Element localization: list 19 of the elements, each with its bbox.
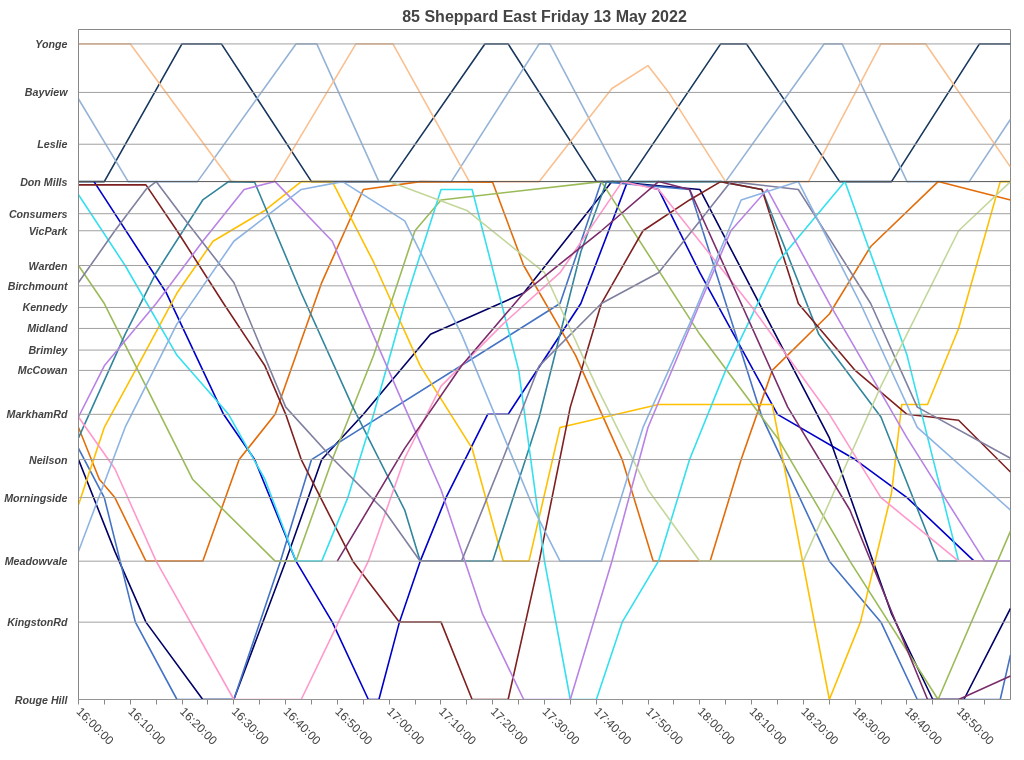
ref-line-label: Brimley [28,344,69,357]
ref-line-label: Don Mills [20,175,68,188]
ref-line-label: Midland [27,322,68,335]
ref-line-label: Consumers [8,207,68,220]
ref-line-label: Kennedy [22,301,69,314]
ref-line-label: MarkhamRd [6,408,68,421]
ref-line-label: Morningside [4,491,68,504]
ref-line-label: Neilson [29,453,68,466]
ref-line-label: Bayview [24,86,69,99]
ref-line-label: Warden [28,259,68,272]
ref-line-label: VicPark [28,224,69,237]
ref-line-label: KingstonRd [7,616,68,629]
chart-title: 85 Sheppard East Friday 13 May 2022 [402,7,687,25]
ref-line-label: Meadowvale [4,555,68,568]
ref-line-label: Rouge Hill [14,693,69,706]
ref-line-label: Leslie [37,138,68,151]
ref-line-label: Birchmount [7,279,68,292]
ref-line-label: McCowan [17,364,68,377]
ref-line-label: Yonge [35,37,68,50]
